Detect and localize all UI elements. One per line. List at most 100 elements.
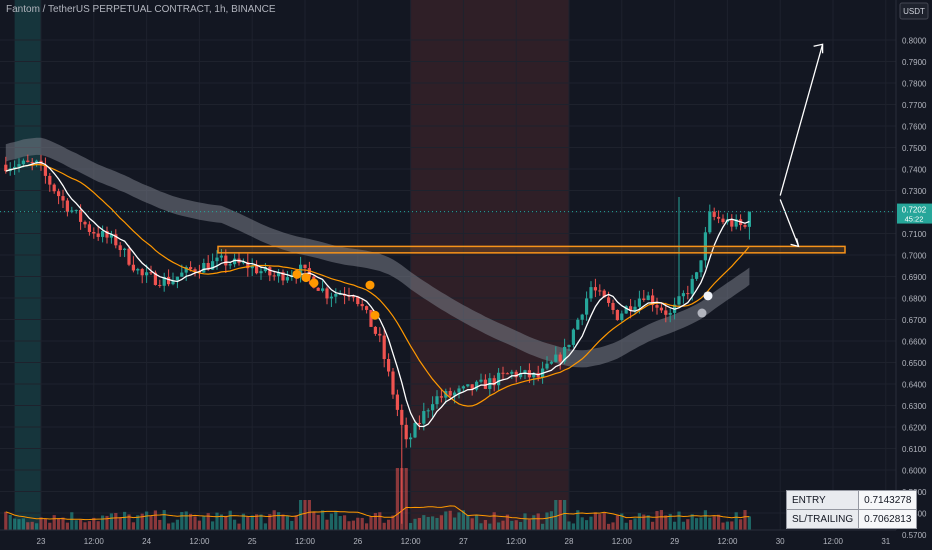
volume-bar — [303, 500, 307, 530]
candle-body — [668, 312, 672, 315]
volume-bar — [263, 523, 267, 530]
candle-body — [351, 296, 355, 298]
volume-bar — [189, 513, 193, 530]
price-tick-label: 0.7100 — [902, 230, 927, 239]
volume-bar — [241, 513, 245, 530]
volume-bar — [699, 517, 703, 530]
candle-body — [79, 209, 83, 222]
candle-body — [145, 272, 149, 276]
volume-bar — [523, 513, 527, 530]
price-tick-label: 0.7500 — [902, 144, 927, 153]
volume-bar — [360, 517, 364, 530]
candle-body — [677, 296, 681, 305]
volume-bar — [501, 520, 505, 530]
candle-body — [466, 384, 470, 387]
candle-body — [409, 437, 413, 440]
candle-body — [712, 211, 716, 217]
volume-bar — [325, 519, 329, 530]
candle-body — [571, 329, 575, 345]
volume-bar — [233, 519, 237, 530]
volume-bar — [246, 516, 250, 530]
volume-bar — [395, 468, 399, 530]
volume-bar — [307, 500, 311, 530]
volume-bar — [215, 512, 219, 530]
volume-bar — [224, 515, 228, 530]
projection-arrow-up — [779, 43, 824, 196]
volume-bar — [730, 521, 734, 530]
volume-bar — [734, 512, 738, 530]
time-tick-label: 30 — [776, 537, 785, 546]
volume-bar — [492, 512, 496, 530]
volume-bar — [118, 517, 122, 530]
signal-dot — [292, 269, 302, 279]
volume-bar — [57, 518, 61, 530]
candle-body — [74, 209, 78, 211]
candle-body — [717, 216, 721, 219]
volume-bar — [30, 521, 34, 530]
volume-bar — [13, 518, 17, 530]
volume-bar — [167, 523, 171, 530]
candle-body — [633, 306, 637, 311]
volume-bar — [114, 513, 118, 530]
candle-body — [664, 310, 668, 315]
volume-bar — [202, 516, 206, 530]
volume-bar — [158, 519, 162, 530]
volume-bar — [255, 514, 259, 530]
candle-body — [131, 264, 135, 271]
trend-ribbon — [5, 137, 750, 368]
volume-bar — [52, 515, 56, 530]
price-tick-label: 0.7900 — [902, 58, 927, 67]
candle-body — [730, 219, 734, 227]
volume-bar — [136, 515, 140, 530]
candle-body — [171, 280, 175, 285]
candle-body — [554, 354, 558, 362]
candle-body — [426, 410, 430, 412]
candle-body — [686, 293, 690, 295]
candle-body — [153, 272, 157, 285]
volume-bar — [35, 523, 39, 530]
volume-bar — [101, 515, 105, 530]
volume-bar — [417, 517, 421, 530]
candle-body — [360, 304, 364, 307]
candle-body — [140, 269, 144, 276]
currency-label: USDT — [903, 7, 925, 16]
volume-bar — [404, 468, 408, 530]
time-tick-label: 12:00 — [189, 537, 210, 546]
candle-body — [580, 314, 584, 320]
candle-body — [532, 372, 536, 378]
time-tick-label: 24 — [142, 537, 151, 546]
candle-body — [114, 234, 118, 246]
candle-body — [743, 225, 747, 227]
volume-bar — [721, 522, 725, 530]
volume-bar — [219, 514, 223, 530]
volume-bar — [123, 511, 127, 530]
candle-body — [417, 423, 421, 425]
volume-bar — [563, 500, 567, 530]
volume-bar — [70, 512, 74, 530]
candle-body — [303, 264, 307, 269]
price-tick-label: 0.6000 — [902, 467, 927, 476]
volume-bar — [409, 522, 413, 530]
volume-bar — [259, 514, 263, 530]
time-tick-label: 12:00 — [823, 537, 844, 546]
volume-bar — [571, 523, 575, 530]
volume-bar — [725, 521, 729, 530]
volume-bar — [747, 516, 751, 530]
candle-body — [219, 255, 223, 258]
volume-bar — [312, 511, 316, 530]
volume-bar — [690, 514, 694, 530]
candle-body — [378, 333, 382, 336]
volume-bar — [439, 515, 443, 530]
candle-body — [439, 396, 443, 398]
volume-bar — [206, 513, 210, 530]
price-tick-label: 0.5700 — [902, 531, 927, 540]
volume-bar — [268, 514, 272, 530]
volume-bar — [629, 519, 633, 530]
volume-bar — [162, 510, 166, 530]
volume-bar — [475, 515, 479, 530]
volume-bar — [197, 520, 201, 530]
candle-body — [699, 260, 703, 273]
volume-bar — [514, 520, 518, 530]
volume-bar — [717, 514, 721, 530]
